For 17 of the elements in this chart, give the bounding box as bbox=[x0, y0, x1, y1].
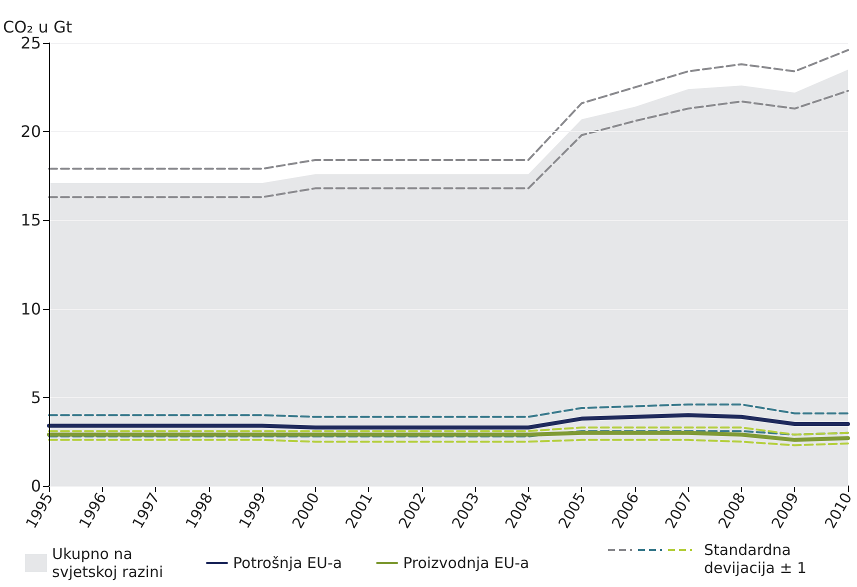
line-series bbox=[48, 49, 849, 170]
y-tick-label: 0 bbox=[30, 476, 41, 496]
y-tick-label: 10 bbox=[20, 299, 41, 318]
line-series bbox=[47, 413, 850, 430]
legend-label: Ukupno na svjetskoj razini bbox=[52, 545, 164, 581]
legend-label: Proizvodnja EU-a bbox=[403, 554, 530, 572]
y-tick-label: 20 bbox=[20, 122, 41, 142]
y-axis-title: CO₂ u Gt bbox=[3, 18, 72, 36]
line-series bbox=[48, 90, 849, 198]
y-tick-label: 25 bbox=[20, 34, 41, 52]
line-series bbox=[48, 403, 849, 418]
text: Standardna devijacija ± 1 bbox=[704, 541, 807, 577]
line-series bbox=[47, 430, 850, 442]
y-tick-label: 15 bbox=[20, 210, 41, 230]
y-tick-label: 5 bbox=[30, 388, 41, 407]
line-series bbox=[48, 426, 849, 436]
legend-label: Potrošnja EU-a bbox=[233, 554, 342, 572]
